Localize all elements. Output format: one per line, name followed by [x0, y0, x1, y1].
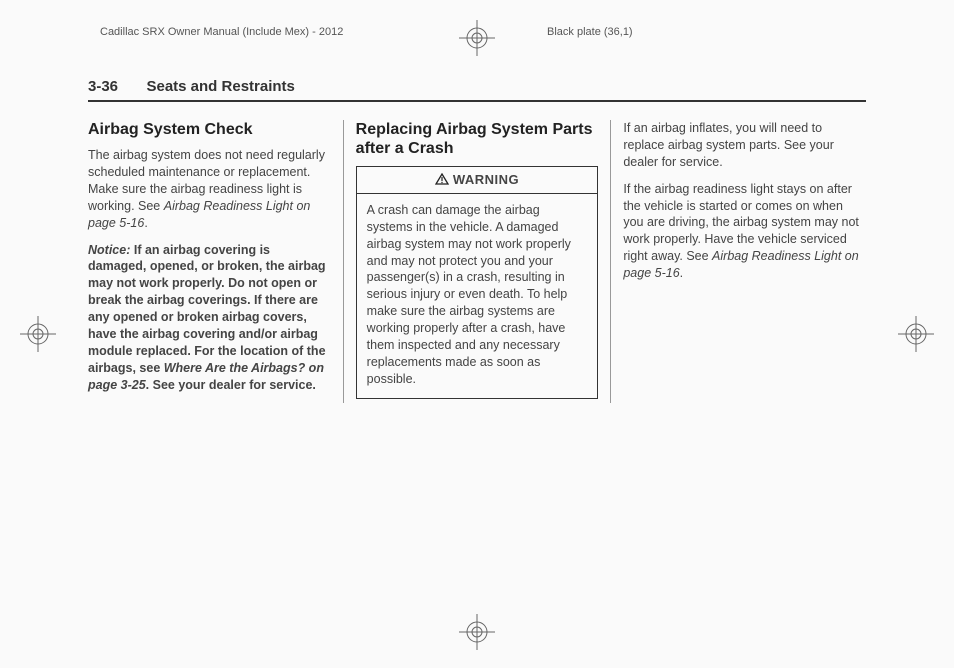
notice-label: Notice:: [88, 243, 130, 257]
registration-mark-bottom: [459, 614, 495, 650]
registration-mark-right: [898, 316, 934, 352]
section-heading-replacing-parts: Replacing Airbag System Parts after a Cr…: [356, 120, 599, 158]
paragraph: If the airbag readiness light stays on a…: [623, 181, 866, 282]
section-heading-airbag-check: Airbag System Check: [88, 120, 331, 139]
warning-box: WARNING A crash can damage the airbag sy…: [356, 166, 599, 398]
columns: Airbag System Check The airbag system do…: [88, 120, 866, 403]
chapter-header: 3-36 Seats and Restraints: [88, 78, 866, 102]
print-header: Cadillac SRX Owner Manual (Include Mex) …: [0, 26, 954, 38]
header-left-text: Cadillac SRX Owner Manual (Include Mex) …: [100, 26, 407, 38]
page-number: 3-36: [88, 78, 118, 95]
notice-text: If an airbag covering is damaged, opened…: [88, 243, 326, 375]
warning-icon: [435, 172, 449, 190]
warning-label: WARNING: [453, 172, 519, 187]
paragraph: If an airbag inflates, you will need to …: [623, 120, 866, 171]
registration-mark-left: [20, 316, 56, 352]
notice-text: . See your dealer for service.: [146, 378, 316, 392]
text: .: [144, 216, 147, 230]
header-right-text: Black plate (36,1): [407, 26, 854, 38]
column-3: If an airbag inflates, you will need to …: [610, 120, 866, 403]
notice-paragraph: Notice: If an airbag covering is damaged…: [88, 242, 331, 394]
column-2: Replacing Airbag System Parts after a Cr…: [343, 120, 611, 403]
column-1: Airbag System Check The airbag system do…: [88, 120, 343, 403]
warning-body: A crash can damage the airbag systems in…: [357, 194, 598, 398]
chapter-title: Seats and Restraints: [146, 78, 294, 95]
text: .: [680, 266, 683, 280]
warning-header: WARNING: [357, 167, 598, 194]
airbag-check-paragraph: The airbag system does not need regularl…: [88, 147, 331, 231]
page-content: 3-36 Seats and Restraints Airbag System …: [88, 78, 866, 403]
